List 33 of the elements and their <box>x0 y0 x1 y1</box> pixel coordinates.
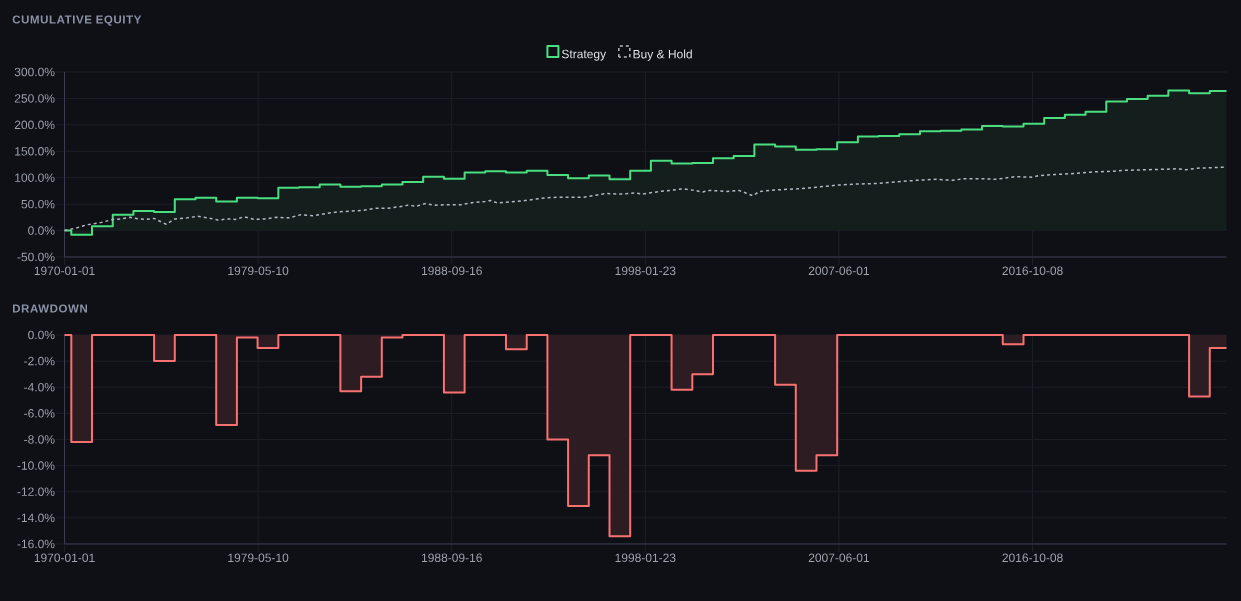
x-tick-label: 1998-01-23 <box>615 553 676 563</box>
x-tick-label: 1988-09-16 <box>421 266 482 276</box>
x-tick-label: 1979-05-10 <box>228 266 289 276</box>
x-tick-label: 1998-01-23 <box>615 266 676 276</box>
legend-label: Strategy <box>561 49 607 61</box>
x-tick-label: 1979-05-10 <box>228 553 289 563</box>
y-tick-label: 50.0% <box>21 199 55 209</box>
y-tick-label: 0.0% <box>28 330 55 340</box>
y-tick-label: -12.0% <box>17 487 55 496</box>
y-tick-label: -4.0% <box>24 382 55 392</box>
legend-label: Buy & Hold <box>633 49 692 61</box>
x-tick-label: 2007-06-01 <box>808 553 870 563</box>
chart-title: DRAWDOWN <box>12 304 87 313</box>
y-tick-label: -8.0% <box>24 435 55 444</box>
x-tick-label: 1970-01-01 <box>34 553 95 563</box>
x-tick-label: 2007-06-01 <box>808 266 870 276</box>
y-tick-label: -14.0% <box>17 513 55 523</box>
x-tick-label: 2016-10-08 <box>1002 266 1063 276</box>
y-tick-label: 250.0% <box>14 94 55 103</box>
y-tick-label: 300.0% <box>14 67 55 77</box>
x-tick-label: 2016-10-08 <box>1002 553 1063 563</box>
y-tick-label: -16.0% <box>17 539 55 549</box>
y-tick-label: -6.0% <box>24 409 55 418</box>
y-tick-label: 150.0% <box>15 147 55 156</box>
y-tick-label: -50.0% <box>17 252 55 262</box>
chart-title: CUMULATIVE EQUITY <box>12 15 142 26</box>
y-tick-label: 100.0% <box>15 173 55 182</box>
y-tick-label: -10.0% <box>17 461 55 470</box>
x-tick-label: 1988-09-16 <box>421 553 482 563</box>
y-tick-label: 200.0% <box>14 120 55 130</box>
y-tick-label: -2.0% <box>24 356 55 366</box>
x-tick-label: 1970-01-01 <box>34 266 95 276</box>
y-tick-label: 0.0% <box>28 226 55 235</box>
